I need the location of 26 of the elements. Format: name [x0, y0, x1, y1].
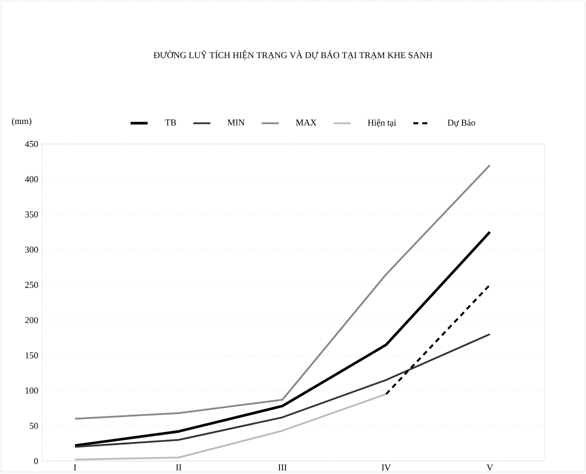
legend-label: MIN [228, 120, 245, 126]
line-series [74, 230, 492, 447]
legend-label: Hiện tại [368, 119, 396, 128]
y-tick-label: 200 [25, 317, 38, 324]
chart-title: ĐƯỜNG LUỸ TÍCH HIỆN TRẠNG VÀ DỰ BÁO TẠI TRẠM KHE SANH [154, 50, 432, 60]
y-tick-label: 250 [25, 282, 38, 288]
legend-label: Dự Báo [448, 119, 476, 128]
line-series [74, 393, 388, 461]
x-tick-label: III [278, 464, 287, 470]
y-tick-label: 450 [24, 141, 38, 148]
legend-label: TB [165, 120, 176, 126]
line-series [74, 333, 491, 448]
y-tick-label: 400 [24, 176, 38, 182]
y-tick-label: 350 [25, 211, 38, 218]
y-tick-label: 150 [26, 352, 38, 358]
y-tick-label: 0 [34, 458, 38, 464]
x-tick-label: V [486, 464, 493, 471]
y-tick-label: 50 [30, 422, 38, 429]
x-tick-label: I [74, 464, 76, 470]
x-tick-label: II [176, 464, 182, 470]
legend-label: MAX [296, 120, 317, 126]
y-axis-title: (mm) [12, 118, 32, 126]
y-tick-label: 300 [25, 246, 38, 253]
y-tick-label: 100 [26, 388, 38, 394]
line-series [74, 164, 491, 420]
x-tick-label: IV [382, 464, 391, 471]
